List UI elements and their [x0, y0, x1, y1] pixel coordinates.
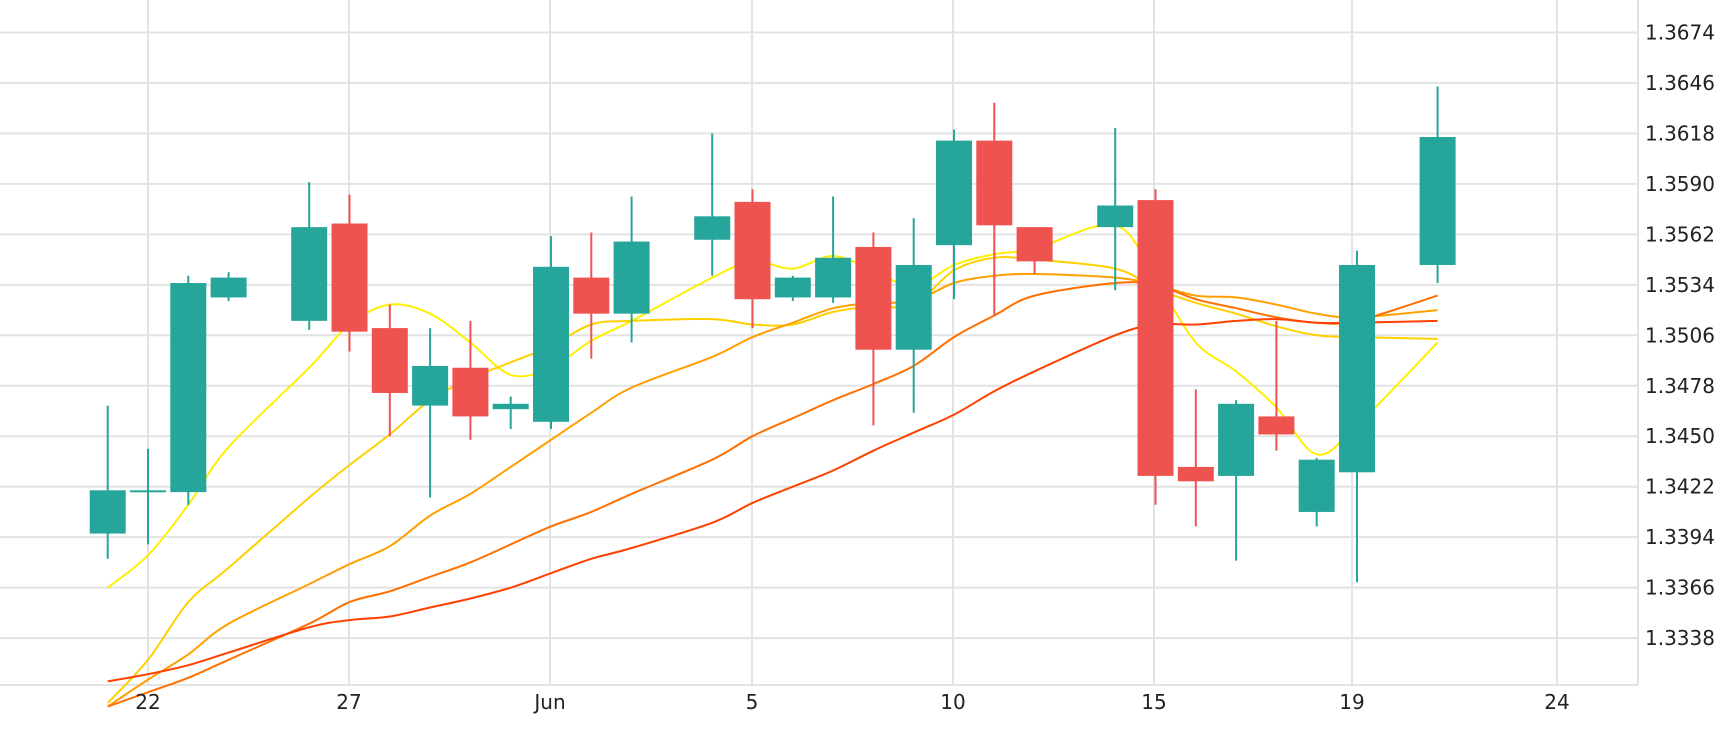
candle-body: [1137, 200, 1174, 476]
y-tick-label: 1.3590: [1645, 172, 1715, 196]
candle-up: [694, 133, 731, 276]
y-tick-label: 1.3394: [1645, 525, 1715, 549]
candle-body: [694, 216, 731, 240]
candle-body: [291, 227, 328, 321]
candle-up: [89, 405, 126, 559]
candle-down: [734, 189, 771, 329]
candle-body: [1298, 459, 1335, 512]
candle-up: [492, 396, 529, 430]
candle-body: [774, 277, 811, 298]
x-tick-label: 24: [1544, 690, 1569, 714]
moving-average-line-5: [107, 318, 1438, 683]
y-tick-label: 1.3422: [1645, 475, 1715, 499]
moving-average-lines: [106, 223, 1439, 708]
x-tick-label: 19: [1339, 690, 1364, 714]
candle-up: [936, 129, 972, 300]
moving-average-line-2: [106, 256, 1438, 704]
candle-body: [412, 365, 449, 406]
candle-up: [210, 272, 247, 302]
x-tick-label: 5: [746, 690, 759, 714]
moving-average-line-3: [107, 272, 1438, 708]
candle-down: [976, 102, 1013, 316]
candle-down: [1016, 227, 1053, 274]
candle-body: [1177, 466, 1214, 482]
candle-up: [170, 275, 207, 505]
candle-up: [895, 218, 932, 413]
candle-down: [1137, 189, 1174, 505]
candle-body: [170, 283, 207, 493]
candle-down: [1258, 320, 1295, 451]
candle-up: [1218, 400, 1255, 561]
candle-up: [291, 182, 328, 330]
candle-down: [371, 304, 408, 437]
x-tick-label: 10: [940, 690, 965, 714]
candle-body: [976, 140, 1013, 226]
candle-body: [815, 257, 852, 298]
y-tick-label: 1.3506: [1645, 323, 1715, 347]
y-tick-label: 1.3478: [1645, 374, 1715, 398]
candle-up: [613, 196, 650, 343]
candle-up: [1339, 250, 1375, 583]
moving-average-line-1: [107, 223, 1439, 589]
candle-body: [895, 264, 932, 350]
candle-up: [412, 328, 449, 498]
candle-body: [855, 246, 892, 350]
candle-up: [1419, 86, 1456, 284]
y-tick-label: 1.3674: [1645, 20, 1715, 44]
candle-up: [774, 275, 811, 302]
candle-body: [331, 223, 368, 332]
candle-down: [573, 232, 610, 359]
candle-body: [573, 277, 610, 314]
x-tick-label: 27: [336, 690, 361, 714]
y-tick-label: 1.3562: [1645, 222, 1715, 246]
candle-body: [1419, 137, 1456, 265]
candle-body: [533, 266, 569, 422]
moving-average-line-4: [107, 281, 1438, 708]
candle-body: [89, 490, 126, 534]
candle-body: [1097, 205, 1134, 228]
candle-down: [855, 232, 892, 426]
candle-up: [130, 448, 166, 545]
candle-body: [210, 277, 247, 298]
candle-body: [1339, 264, 1375, 473]
candle-up: [815, 196, 852, 303]
x-tick-label: 22: [135, 690, 160, 714]
x-tick-label: Jun: [532, 690, 565, 714]
y-tick-label: 1.3646: [1645, 71, 1715, 95]
candle-body: [371, 328, 408, 393]
candle-body: [734, 201, 771, 300]
axes: 1.3674 1.3646 1.3618 1.3590 1.3562 1.3534 1.35…: [135, 20, 1715, 714]
candles: [89, 86, 1456, 583]
candle-body: [936, 140, 972, 246]
candle-down: [452, 320, 489, 440]
y-tick-label: 1.3534: [1645, 273, 1715, 297]
y-tick-label: 1.3450: [1645, 424, 1715, 448]
candle-down: [331, 194, 368, 352]
candle-up: [1298, 457, 1335, 527]
candle-body: [452, 367, 489, 417]
candle-body: [492, 403, 529, 410]
x-tick-label: 15: [1141, 690, 1166, 714]
y-tick-label: 1.3618: [1645, 121, 1715, 145]
candle-up: [533, 236, 569, 430]
candle-body: [613, 241, 650, 314]
candle-body: [1016, 227, 1053, 262]
candle-body: [1258, 416, 1295, 435]
candle-body: [130, 490, 166, 493]
candle-body: [1218, 403, 1255, 476]
y-tick-label: 1.3338: [1645, 626, 1715, 650]
candle-up: [1097, 127, 1134, 291]
candle-down: [1177, 389, 1214, 527]
y-tick-label: 1.3366: [1645, 576, 1715, 600]
grid: [0, 0, 1639, 686]
